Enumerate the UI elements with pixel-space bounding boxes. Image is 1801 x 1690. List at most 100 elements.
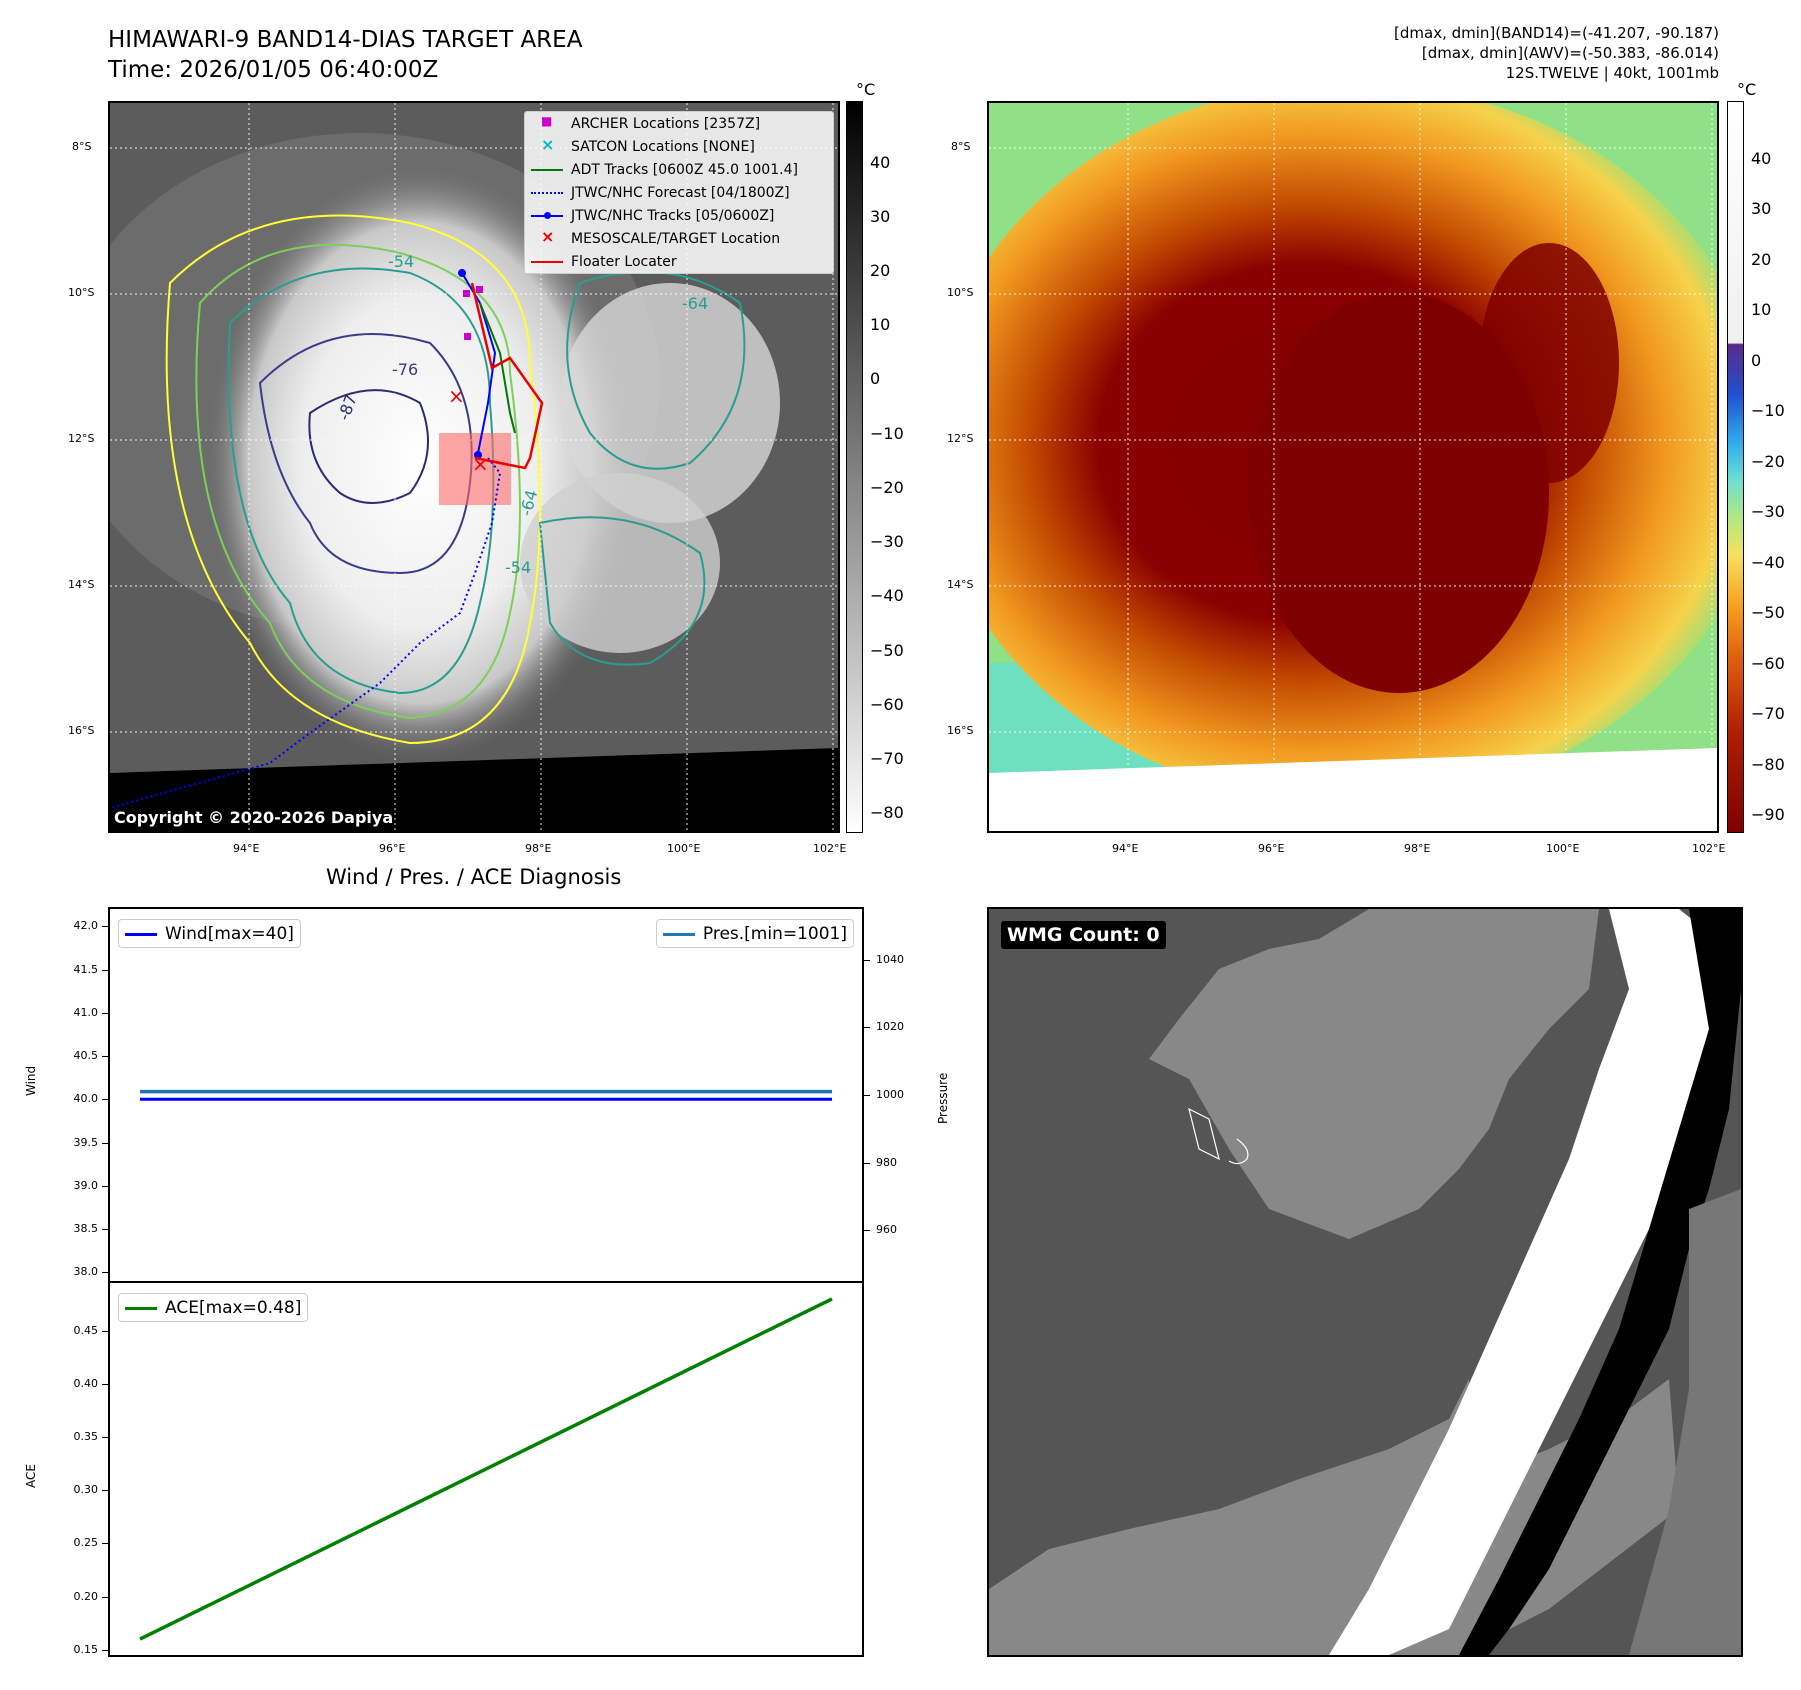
axis-tick-label: 41.5	[73, 962, 99, 976]
colorbar-tick-label: −70	[1751, 704, 1785, 724]
legend-label: ARCHER Locations [2357Z]	[571, 115, 761, 132]
awv-colorbar	[1727, 101, 1744, 833]
lon-label: 102°E	[1692, 842, 1726, 855]
map-time: Time: 2026/01/05 06:40:00Z	[108, 57, 439, 83]
legend-item: ■ ARCHER Locations [2357Z]	[525, 112, 833, 135]
axis-tick-label: 0.35	[73, 1430, 99, 1444]
lat-label: 16°S	[947, 724, 974, 737]
axis-tick-mark	[102, 969, 108, 971]
floater-track	[470, 282, 544, 470]
colorbar-tick-label: −90	[1751, 805, 1785, 825]
copyright-text: Copyright © 2020-2026 Dapiya	[114, 808, 393, 827]
colorbar-tick-label: −20	[1751, 451, 1785, 471]
ace-plot	[139, 1297, 833, 1641]
legend-label: MESOSCALE/TARGET Location	[571, 230, 781, 247]
cbar2-unit: °C	[1737, 80, 1757, 99]
awv-map-panel	[987, 101, 1719, 833]
cbar1-unit: °C	[856, 80, 876, 99]
axis-tick-mark	[102, 1142, 108, 1144]
axis-tick-mark	[102, 1437, 108, 1439]
legend-symbol-icon	[531, 186, 563, 200]
wind-legend: Wind[max=40]	[118, 919, 301, 948]
colorbar-tick-label: −20	[870, 477, 904, 497]
legend-symbol-icon: ■	[541, 113, 553, 128]
lat-label: 14°S	[947, 578, 974, 591]
axis-tick-label: 38.0	[73, 1265, 99, 1279]
colorbar-tick-label: 10	[1751, 300, 1772, 320]
pres-legend-label: Pres.[min=1001]	[702, 923, 847, 944]
axis-tick-mark	[102, 1012, 108, 1014]
ace-panel: ACE[max=0.48]	[108, 1281, 864, 1657]
axis-tick-mark	[864, 1230, 870, 1232]
pres-legend: Pres.[min=1001]	[655, 919, 854, 948]
wind-pres-panel: Wind[max=40] Pres.[min=1001]	[108, 907, 864, 1283]
lat-label: 12°S	[68, 432, 95, 445]
awv-range: [dmax, dmin](AWV)=(-50.383, -86.014)	[1421, 44, 1719, 62]
axis-tick-label: 980	[876, 1155, 897, 1169]
wmg-image	[989, 909, 1741, 1655]
archer-marker	[463, 290, 470, 297]
axis-tick-mark	[102, 926, 108, 928]
colorbar-tick-label: 30	[870, 206, 891, 226]
colorbar-tick-label: −60	[870, 694, 904, 714]
legend-symbol-icon: ×	[541, 226, 555, 246]
colorbar-tick-label: −70	[870, 748, 904, 768]
axis-tick-mark	[102, 1099, 108, 1101]
contour-label: -76	[392, 360, 418, 379]
axis-tick-mark	[102, 1490, 108, 1492]
ace-series-line	[139, 1297, 833, 1641]
target-box	[439, 433, 511, 505]
adt-track	[479, 302, 516, 434]
colorbar-tick-label: 20	[870, 260, 891, 280]
axis-tick-mark	[864, 1095, 870, 1096]
legend-item: × SATCON Locations [NONE]	[525, 135, 833, 158]
colorbar-tick-label: −40	[870, 586, 904, 606]
map-title: HIMAWARI-9 BAND14-DIAS TARGET AREA	[108, 27, 583, 53]
axis-tick-label: 0.30	[73, 1483, 99, 1497]
colorbar-tick-label: −30	[870, 532, 904, 552]
lat-label: 16°S	[68, 724, 95, 737]
lat-label: 8°S	[72, 140, 92, 153]
colorbar-tick-label: 30	[1751, 199, 1772, 219]
legend-item: JTWC/NHC Tracks [05/0600Z]	[525, 204, 833, 227]
contour-label: -64	[682, 294, 708, 313]
wind-axis-label: Wind	[24, 1065, 38, 1096]
ir-colorbar	[846, 101, 863, 833]
legend-label: JTWC/NHC Forecast [04/1800Z]	[571, 184, 790, 201]
band14-range: [dmax, dmin](BAND14)=(-41.207, -90.187)	[1394, 24, 1719, 42]
ace-legend: ACE[max=0.48]	[118, 1293, 309, 1322]
awv-map-image	[989, 103, 1717, 831]
axis-tick-mark	[864, 1162, 870, 1164]
colorbar-tick-label: −80	[870, 803, 904, 823]
colorbar-tick-label: −40	[1751, 552, 1785, 572]
colorbar-tick-label: −10	[1751, 401, 1785, 421]
map-legend: ■ ARCHER Locations [2357Z] × SATCON Locatio…	[524, 111, 834, 274]
colorbar-tick-label: 0	[1751, 350, 1762, 370]
axis-tick-mark	[102, 1229, 108, 1231]
legend-label: Floater Locater	[571, 253, 677, 270]
legend-item: Floater Locater	[525, 250, 833, 273]
lon-label: 98°E	[525, 842, 552, 855]
lon-label: 100°E	[1546, 842, 1580, 855]
jtwc-point	[458, 269, 466, 277]
legend-symbol-icon	[531, 209, 563, 223]
legend-item: ADT Tracks [0600Z 45.0 1001.4]	[525, 158, 833, 181]
lat-label: 10°S	[947, 286, 974, 299]
legend-symbol-icon: ×	[541, 134, 555, 154]
axis-tick-mark	[102, 1383, 108, 1385]
lat-label: 12°S	[947, 432, 974, 445]
archer-marker	[476, 286, 483, 293]
lon-label: 94°E	[1112, 842, 1139, 855]
contour-label: -54	[388, 252, 414, 271]
wmg-count-badge: WMG Count: 0	[1001, 921, 1166, 949]
target-cross: ×	[472, 452, 489, 476]
axis-tick-label: 42.0	[73, 919, 99, 933]
legend-symbol-icon	[531, 255, 563, 269]
legend-symbol-icon	[531, 163, 563, 177]
contour-label: -54	[505, 558, 531, 577]
lat-label: 14°S	[68, 578, 95, 591]
axis-tick-label: 1020	[876, 1020, 904, 1034]
wind-legend-label: Wind[max=40]	[165, 923, 294, 944]
pres-axis-label: Pressure	[936, 1072, 950, 1124]
colorbar-tick-label: 20	[1751, 249, 1772, 269]
